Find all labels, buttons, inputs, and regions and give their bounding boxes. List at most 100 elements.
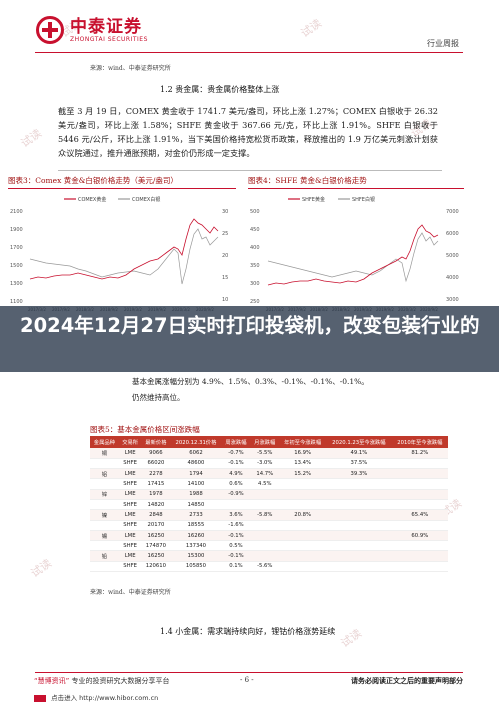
table-cell xyxy=(90,499,119,511)
y-tick: 1500 xyxy=(10,263,23,269)
table-cell xyxy=(90,458,119,470)
table-cell: 0.1% xyxy=(221,561,251,573)
table-cell: 铜 xyxy=(90,448,119,459)
table-cell xyxy=(250,530,280,542)
table-cell xyxy=(326,550,392,562)
y-tick: 1100 xyxy=(10,299,23,305)
table-cell: 2278 xyxy=(141,468,171,480)
table-cell xyxy=(391,499,448,511)
table-cell: 17415 xyxy=(141,478,171,490)
table-cell xyxy=(391,550,448,562)
source-note: 来源：wind、中泰证券研究所 xyxy=(90,65,171,72)
table-cell xyxy=(279,520,327,531)
body-text-line: 基本金属涨幅分别为 4.9%、1.5%、0.3%、-0.1%、-0.1%、-0.… xyxy=(132,377,369,386)
table-cell: 48600 xyxy=(170,458,222,470)
table-cell: LME xyxy=(118,448,142,459)
table-cell: SHFE xyxy=(118,561,142,573)
table-cell: LME xyxy=(118,509,142,521)
table-cell: LME xyxy=(118,550,142,562)
table-cell: 1794 xyxy=(170,468,222,480)
table-cell xyxy=(90,540,119,552)
table-row: 铜 LME 9066 6062 -0.7% -5.5% 16.9% 49.1% 81.2% xyxy=(90,448,448,459)
table-cell: 铝 xyxy=(90,468,119,480)
table-cell xyxy=(90,561,119,573)
table-cell xyxy=(326,561,392,573)
y2-tick: 20 xyxy=(222,253,228,259)
table-cell: 2848 xyxy=(141,509,171,521)
column-header: 2020.12.31价格 xyxy=(170,436,222,448)
table-row: 铅 LME 16250 15300 -0.1% xyxy=(90,550,448,562)
table-cell: SHFE xyxy=(118,499,142,511)
table-cell: 120610 xyxy=(141,561,171,573)
banner-title[interactable]: 2024年12月27日实时打印投袋机，改变包装行业的智能革 xyxy=(20,314,480,337)
table-cell: 20.8% xyxy=(279,509,327,521)
table-cell xyxy=(326,540,392,552)
chart-legend: SHFE黄金 SHFE白银 xyxy=(288,196,375,203)
footer-enter-label[interactable]: 点击进入 xyxy=(51,694,78,702)
chart-shfe: 图表4：SHFE 黄金&白银价格走势 500 450 400 350 300 2… xyxy=(248,175,464,314)
y2-tick: 7000 xyxy=(446,209,459,215)
chart-comex-plot: 2100 1900 1700 1500 1300 1100 30 25 20 1… xyxy=(10,196,228,312)
table-cell: 16250 xyxy=(141,550,171,562)
table-cell xyxy=(279,561,327,573)
table-cell xyxy=(221,499,251,511)
table-cell xyxy=(391,540,448,552)
table-cell: -5.8% xyxy=(250,509,280,521)
table-cell: 4.9% xyxy=(221,468,251,480)
y-tick: 1300 xyxy=(10,281,23,287)
watermark: 试读 xyxy=(338,626,365,651)
table-cell: 4.5% xyxy=(250,478,280,490)
table-cell: 60.9% xyxy=(391,530,448,542)
y-tick: 300 xyxy=(250,281,260,287)
table-cell: SHFE xyxy=(118,478,142,490)
table-cell: 1978 xyxy=(141,489,171,500)
table-cell: 174870 xyxy=(141,540,171,552)
table-cell: 铅 xyxy=(90,550,119,562)
table-cell xyxy=(326,530,392,542)
table-cell xyxy=(326,509,392,521)
table-cell: SHFE xyxy=(118,520,142,531)
y-tick: 400 xyxy=(250,245,260,251)
table-cell: 16.9% xyxy=(279,448,327,459)
table-cell xyxy=(279,540,327,552)
series-comex-gold xyxy=(29,218,219,280)
y2-tick: 5000 xyxy=(446,253,459,259)
y-tick: 2100 xyxy=(10,209,23,215)
table-cell: 9066 xyxy=(141,448,171,459)
column-header: 金属品种 xyxy=(90,436,119,448)
column-header: 交易所 xyxy=(118,436,142,448)
chart-legend: COMEX黄金 COMEX白银 xyxy=(64,196,160,203)
table-cell xyxy=(326,520,392,531)
table-cell: 16260 xyxy=(170,530,222,542)
table-header-row: 金属品种 交易所 最新价格 2020.12.31价格 周涨跌幅 月涨跌幅 年初至… xyxy=(90,436,448,448)
table-cell xyxy=(90,520,119,531)
table-cell: -1.6% xyxy=(221,520,251,531)
table-cell: 18555 xyxy=(170,520,222,531)
table-cell: -0.1% xyxy=(221,530,251,542)
table-cell: SHFE xyxy=(118,458,142,470)
column-header: 2010年至今涨跌幅 xyxy=(391,436,448,448)
footer-link-row: 点击进入 http://www.hibor.com.cn xyxy=(34,692,158,702)
y2-tick: 15 xyxy=(222,275,228,281)
table-cell: 39.3% xyxy=(326,468,392,480)
table-cell xyxy=(391,478,448,490)
y2-tick: 6000 xyxy=(446,231,459,237)
table-cell: 49.1% xyxy=(326,448,392,459)
table-cell: 0.6% xyxy=(221,478,251,490)
table-cell: 14820 xyxy=(141,499,171,511)
table-row: 锌 LME 1978 1988 -0.9% xyxy=(90,489,448,500)
table-cell: 65.4% xyxy=(391,509,448,521)
section-title: 1.2 贵金属：贵金属价格整体上涨 xyxy=(160,85,280,94)
table-source: 来源：wind、中泰证券研究所 xyxy=(90,589,171,596)
table-cell: 3.6% xyxy=(221,509,251,521)
table-cell xyxy=(279,550,327,562)
footer-url[interactable]: http://www.hibor.com.cn xyxy=(79,694,159,702)
paragraph-box xyxy=(58,101,442,171)
table-cell: -0.9% xyxy=(221,489,251,500)
report-type: 行业周报 xyxy=(427,39,459,48)
footer-brand[interactable]: “慧博资讯” xyxy=(34,677,70,685)
table-row: SHFE 20170 18555 -1.6% xyxy=(90,520,448,531)
table-cell xyxy=(391,458,448,470)
y-tick: 450 xyxy=(250,227,260,233)
